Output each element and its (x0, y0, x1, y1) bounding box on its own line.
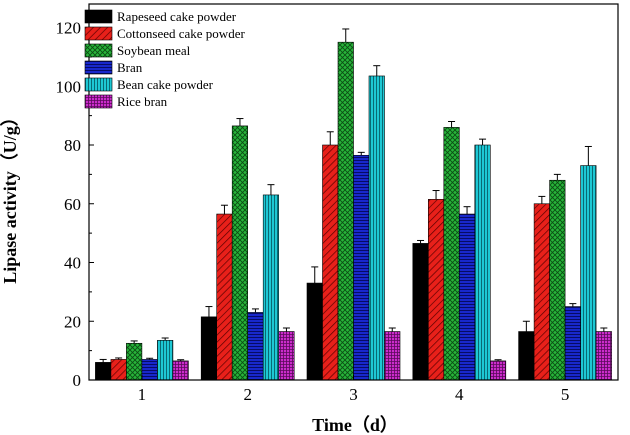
bar-3-3 (458, 213, 476, 381)
legend-swatch-4 (84, 77, 113, 92)
bar-0-1 (200, 316, 217, 381)
error-bar-1-0 (115, 357, 123, 360)
legend-swatch-3 (84, 60, 113, 75)
error-bar-2-1 (236, 118, 244, 126)
x-tick-label-2: 3 (349, 385, 358, 404)
bar-5-3 (489, 360, 507, 381)
bar-5-2 (384, 331, 401, 381)
bar-3-2 (353, 154, 370, 381)
legend-swatch-1 (84, 26, 113, 41)
x-tick-label-4: 5 (561, 385, 570, 404)
bar-2-4 (549, 179, 566, 381)
legend-swatch-5 (84, 94, 113, 109)
error-bar-5-0 (177, 359, 185, 361)
error-bar-5-3 (494, 359, 502, 361)
y-axis-title: Lipase activity（U/g） (0, 108, 20, 284)
bar-3-4 (564, 306, 581, 381)
axes-layer: 0 20 40 60 80 100 120 1 2 3 4 5 (56, 3, 619, 404)
bar-5-0 (172, 360, 189, 381)
legend-label-3: Bran (117, 60, 143, 75)
bar-1-2 (322, 144, 339, 381)
bar-2-3 (443, 127, 460, 381)
bar-1-1 (216, 213, 233, 381)
legend-item-5: Rice bran (84, 94, 168, 109)
error-bar-4-1 (267, 184, 275, 195)
error-bar-4-0 (161, 337, 169, 341)
error-bar-2-4 (553, 173, 561, 181)
error-bar-2-0 (130, 340, 138, 344)
y-tick-label-2: 40 (64, 254, 81, 273)
legend-item-3: Bran (84, 60, 143, 75)
legend-item-2: Soybean meal (84, 43, 191, 58)
bar-1-4 (533, 203, 550, 381)
bar-2-1 (231, 125, 248, 381)
error-bar-1-2 (326, 131, 334, 145)
error-bar-3-0 (146, 357, 154, 360)
error-bar-0-2 (311, 266, 319, 284)
error-bar-5-1 (282, 327, 290, 332)
bar-3-1 (247, 312, 264, 381)
bar-4-2 (368, 75, 385, 381)
bar-4-4 (580, 165, 597, 381)
x-axis-title: Time（d） (312, 415, 398, 435)
legend-label-1: Cottonseed cake powder (117, 26, 245, 41)
bar-2-0 (126, 342, 143, 381)
legend-item-0: Rapeseed cake powder (84, 9, 237, 24)
legend-label-4: Bean cake powder (117, 77, 214, 92)
y-tick-label-5: 100 (56, 77, 82, 96)
error-bar-5-4 (600, 327, 608, 332)
error-bar-1-3 (432, 190, 440, 200)
bar-0-3 (412, 243, 429, 381)
bar-1-0 (110, 359, 127, 381)
legend-label-2: Soybean meal (117, 43, 191, 58)
error-bar-0-4 (522, 320, 530, 332)
error-bar-2-2 (342, 28, 350, 43)
bar-4-1 (262, 194, 280, 381)
error-bar-0-1 (205, 306, 213, 317)
x-tick-label-1: 2 (243, 385, 252, 404)
error-bar-3-3 (463, 206, 471, 215)
x-tick-label-3: 4 (455, 385, 464, 404)
error-bar-4-4 (584, 145, 592, 166)
error-bar-1-4 (538, 195, 546, 204)
legend-item-1: Cottonseed cake powder (84, 26, 245, 41)
bar-3-0 (141, 359, 158, 381)
y-tick-label-6: 120 (56, 19, 82, 38)
error-bar-1-1 (220, 204, 228, 215)
error-bar-5-2 (388, 327, 396, 332)
bar-0-2 (306, 282, 323, 381)
legend-swatch-2 (84, 43, 113, 58)
y-tick-label-1: 20 (64, 312, 81, 331)
legend: Rapeseed cake powder Cottonseed cake powd… (84, 9, 245, 109)
bar-0-0 (95, 362, 112, 381)
error-bar-4-3 (479, 138, 487, 145)
bar-2-2 (337, 41, 354, 381)
error-bar-3-4 (569, 303, 577, 307)
y-tick-label-3: 60 (64, 195, 81, 214)
legend-label-5: Rice bran (117, 94, 168, 109)
error-bar-0-0 (99, 358, 107, 363)
bar-5-4 (595, 331, 612, 381)
error-bar-3-2 (357, 151, 365, 156)
error-bar-3-1 (251, 308, 259, 313)
error-bar-0-3 (417, 239, 425, 244)
error-bar-4-2 (373, 65, 381, 76)
legend-label-0: Rapeseed cake powder (117, 9, 237, 24)
legend-swatch-0 (84, 9, 113, 24)
bar-1-3 (427, 199, 445, 381)
error-bar-2-3 (448, 121, 456, 128)
y-tick-label-4: 80 (64, 136, 81, 155)
bar-4-0 (157, 340, 174, 381)
x-tick-label-0: 1 (138, 385, 147, 404)
bar-0-4 (518, 331, 535, 381)
bar-4-3 (474, 144, 491, 381)
legend-item-4: Bean cake powder (84, 77, 214, 92)
bar-5-1 (278, 331, 295, 381)
y-tick-label-0: 0 (73, 371, 82, 390)
